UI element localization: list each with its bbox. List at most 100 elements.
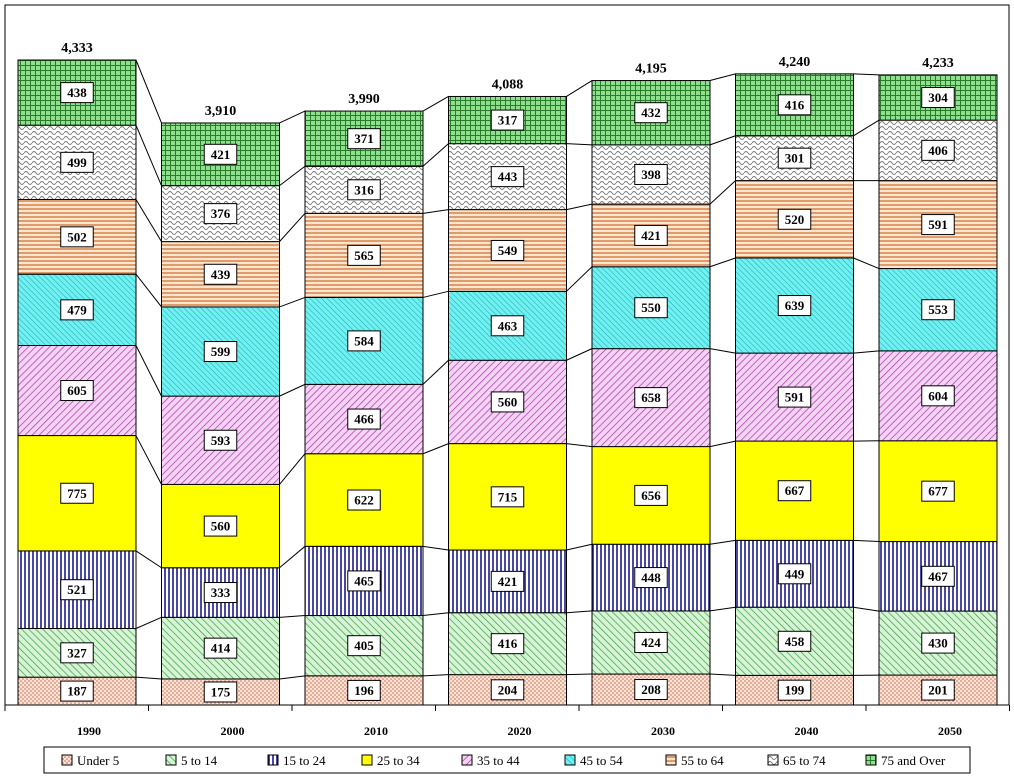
data-label: 371 [354, 131, 374, 146]
data-label: 520 [785, 212, 805, 227]
legend-swatch [866, 755, 876, 765]
data-label: 656 [641, 488, 661, 503]
data-label: 658 [641, 390, 661, 405]
data-label: 406 [928, 143, 948, 158]
data-label: 584 [354, 333, 374, 348]
legend-swatch [462, 755, 472, 765]
data-label: 599 [211, 344, 231, 359]
bar-stacks: 1873275217756054795024994384,33317541433… [18, 41, 997, 705]
legend-label: 35 to 44 [477, 753, 520, 768]
data-label: 416 [785, 97, 805, 112]
data-label: 443 [498, 169, 518, 184]
x-tick-label-1990: 1990 [77, 724, 101, 738]
data-label: 449 [785, 566, 805, 581]
data-label: 502 [67, 229, 87, 244]
bar-stack-2040: 199 458 449 667 591 639 520 301 416 4,240 [736, 55, 854, 705]
legend-swatch [362, 755, 372, 765]
x-tick-label-2050: 2050 [938, 724, 962, 738]
bar-stack-2010: 196 405 465 622 466 584 565 316 371 3,990 [305, 92, 423, 705]
data-label: 639 [785, 298, 805, 313]
total-label-2050: 4,233 [922, 56, 954, 71]
data-label: 593 [211, 433, 231, 448]
x-tick-label-2000: 2000 [221, 724, 245, 738]
data-label: 196 [354, 683, 374, 698]
total-label-2040: 4,240 [779, 55, 811, 70]
x-tick-label-2020: 2020 [508, 724, 532, 738]
data-label: 466 [354, 412, 374, 427]
legend-swatch [768, 755, 778, 765]
data-label: 591 [928, 217, 948, 232]
data-label: 448 [641, 570, 661, 585]
data-label: 204 [498, 682, 518, 697]
total-label-2000: 3,910 [205, 104, 237, 119]
data-label: 560 [498, 394, 518, 409]
data-label: 304 [928, 90, 948, 105]
data-label: 438 [67, 85, 87, 100]
data-label: 333 [211, 585, 231, 600]
legend-swatch [166, 755, 176, 765]
legend-label: 45 to 54 [580, 753, 623, 768]
legend-label: 75 and Over [881, 753, 946, 768]
data-label: 465 [354, 573, 374, 588]
data-label: 605 [67, 383, 87, 398]
data-label: 175 [211, 684, 231, 699]
legend-swatch [565, 755, 575, 765]
legend-swatch [666, 755, 676, 765]
legend-label: 65 to 74 [783, 753, 826, 768]
data-label: 199 [785, 683, 805, 698]
x-tick-label-2010: 2010 [364, 724, 388, 738]
data-label: 317 [498, 113, 518, 128]
data-label: 430 [928, 636, 948, 651]
data-label: 667 [785, 483, 805, 498]
data-label: 376 [211, 206, 231, 221]
legend-label: 15 to 24 [283, 753, 326, 768]
data-label: 301 [785, 151, 805, 166]
data-label: 421 [641, 228, 661, 243]
data-label: 327 [67, 645, 87, 660]
data-label: 187 [67, 684, 87, 699]
legend-label: 5 to 14 [181, 753, 218, 768]
bar-stack-2000: 175 414 333 560 593 599 439 376 421 3,910 [162, 104, 280, 705]
data-label: 499 [67, 155, 87, 170]
legend-label: Under 5 [77, 753, 119, 768]
legend-label: 25 to 34 [377, 753, 420, 768]
data-label: 421 [211, 147, 231, 162]
data-label: 463 [498, 318, 518, 333]
data-label: 479 [67, 302, 87, 317]
data-label: 201 [928, 683, 948, 698]
legend-swatch [62, 755, 72, 765]
data-label: 775 [67, 486, 87, 501]
legend-label: 55 to 64 [681, 753, 724, 768]
data-label: 424 [641, 635, 661, 650]
total-label-1990: 4,333 [61, 41, 93, 56]
data-label: 622 [354, 493, 374, 508]
data-label: 591 [785, 390, 805, 405]
data-label: 604 [928, 388, 948, 403]
data-label: 421 [498, 574, 518, 589]
data-label: 458 [785, 634, 805, 649]
data-label: 549 [498, 243, 518, 258]
data-label: 416 [498, 636, 518, 651]
data-label: 550 [641, 300, 661, 315]
data-label: 432 [641, 105, 661, 120]
data-label: 560 [211, 519, 231, 534]
data-label: 467 [928, 569, 948, 584]
total-label-2030: 4,195 [635, 62, 667, 77]
data-label: 208 [641, 682, 661, 697]
data-label: 439 [211, 267, 231, 282]
data-label: 414 [211, 641, 231, 656]
data-label: 677 [928, 484, 948, 499]
data-label: 565 [354, 248, 374, 263]
x-tick-label-2030: 2030 [651, 724, 675, 738]
legend-swatch [268, 755, 278, 765]
data-label: 316 [354, 182, 374, 197]
data-label: 405 [354, 638, 374, 653]
total-label-2010: 3,990 [348, 92, 380, 107]
